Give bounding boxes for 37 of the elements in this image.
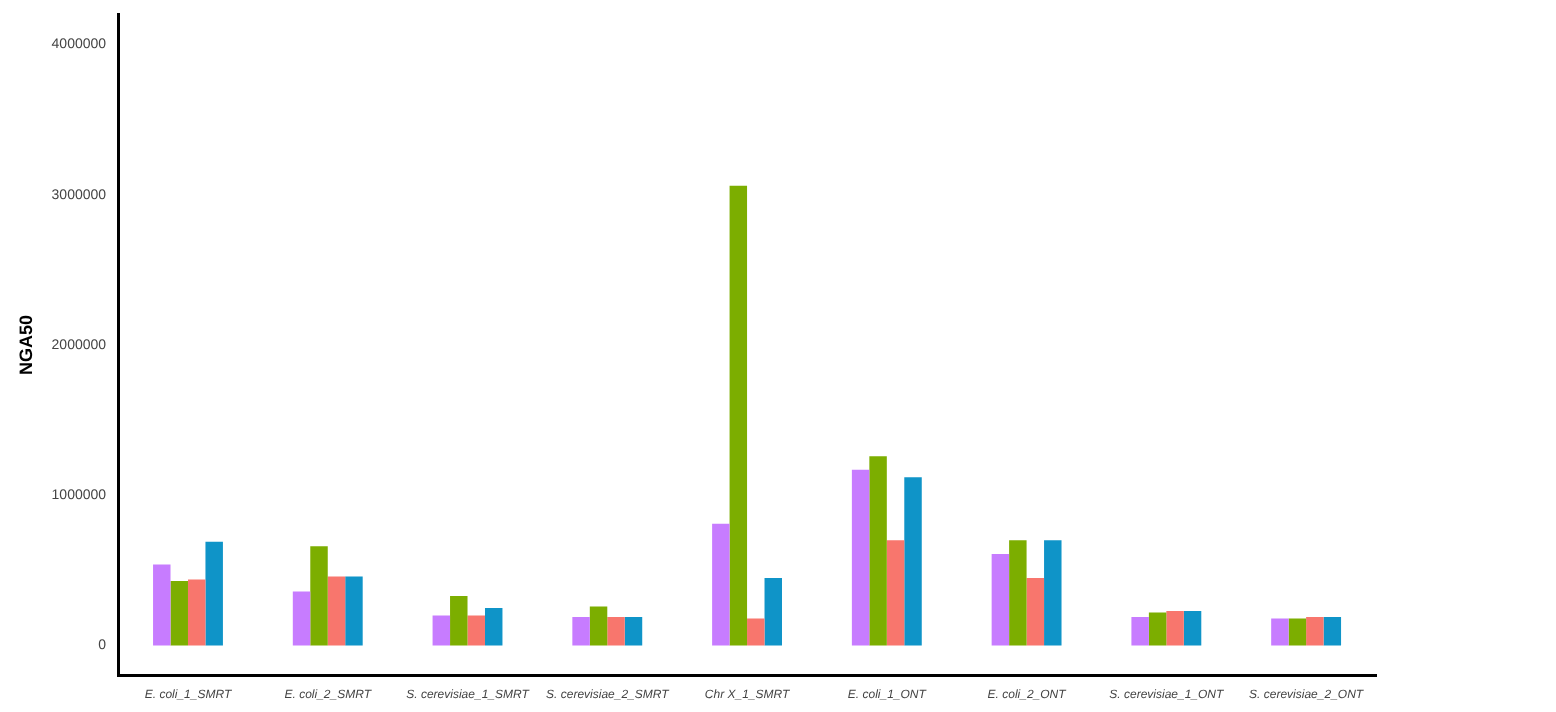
bar (851, 469, 870, 646)
bar (153, 564, 171, 646)
bar (292, 591, 311, 646)
bar (607, 616, 625, 646)
bar (310, 546, 328, 646)
bar (904, 477, 922, 646)
bar (484, 607, 503, 646)
bar (1148, 612, 1167, 646)
bar (205, 541, 223, 646)
bar (624, 616, 643, 646)
bar (869, 456, 887, 646)
bar (432, 615, 451, 646)
bar (991, 553, 1010, 646)
bar (450, 595, 468, 646)
bar (589, 606, 608, 646)
bar (572, 616, 590, 646)
bar (712, 523, 730, 646)
bar (467, 615, 485, 646)
bar (1131, 616, 1149, 646)
bar (327, 576, 346, 646)
bar (1009, 540, 1027, 646)
bar (187, 579, 206, 646)
y-axis-title: NGA50 (15, 314, 36, 376)
bar (1183, 610, 1202, 646)
bar (886, 540, 905, 646)
bar (764, 577, 782, 646)
bar (1306, 616, 1324, 646)
bar (1271, 618, 1289, 646)
bar (1323, 616, 1342, 646)
bar (345, 576, 363, 646)
bar (170, 580, 188, 646)
bar (1166, 610, 1184, 646)
bar (1044, 540, 1062, 646)
bar (1026, 577, 1045, 646)
bar (729, 185, 748, 646)
bar (747, 618, 765, 646)
bar (1288, 618, 1307, 646)
